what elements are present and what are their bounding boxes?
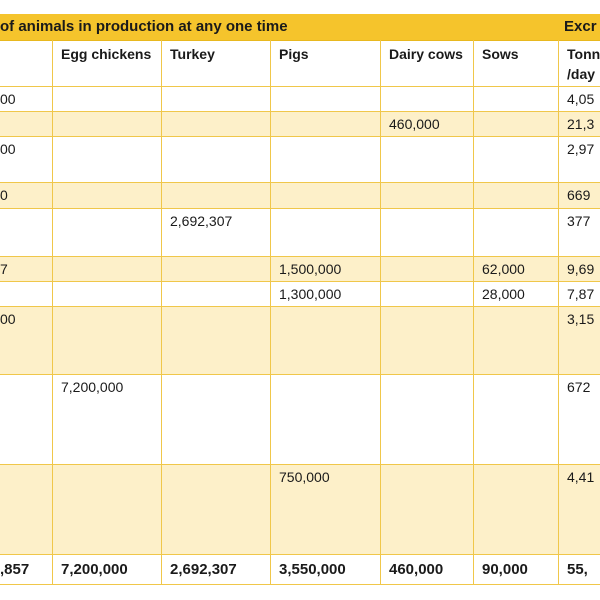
table-cell xyxy=(0,112,53,137)
table-row: 750,000 4,41 xyxy=(0,465,600,555)
table-row: 7 1,500,000 62,000 9,69 xyxy=(0,257,600,282)
table-cell: 4,41 xyxy=(559,465,600,555)
table-cell: 7,200,000 xyxy=(53,375,162,465)
table-cell: 672 xyxy=(559,375,600,465)
table-cell xyxy=(474,137,559,183)
table-cell: 62,000 xyxy=(474,257,559,282)
table-header-row: Egg chickens Turkey Pigs Dairy cows Sows… xyxy=(0,40,600,87)
table-cell xyxy=(381,257,474,282)
table-row: 00 3,15 xyxy=(0,307,600,375)
table-cell xyxy=(162,112,271,137)
total-cell-tonnes-per-day: 55, xyxy=(559,555,600,585)
table-cell xyxy=(162,183,271,209)
table-cell: 7 xyxy=(0,257,53,282)
table-row: 2,692,307 377 xyxy=(0,209,600,257)
table-cell: 28,000 xyxy=(474,282,559,307)
table-cell xyxy=(381,209,474,257)
column-header-turkey: Turkey xyxy=(162,40,271,87)
table-cell xyxy=(271,307,381,375)
table-cell xyxy=(162,257,271,282)
excretion-caption: Excr xyxy=(564,18,597,35)
table-cell xyxy=(271,183,381,209)
table-cell: 9,69 xyxy=(559,257,600,282)
table-cell xyxy=(381,465,474,555)
table-row: 00 4,05 xyxy=(0,87,600,112)
total-cell-pigs: 3,550,000 xyxy=(271,555,381,585)
table-cell: 460,000 xyxy=(381,112,474,137)
table-total-row: ,857 7,200,000 2,692,307 3,550,000 460,0… xyxy=(0,555,600,585)
table-cell xyxy=(271,112,381,137)
table-caption: of animals in production at any one time xyxy=(0,18,288,35)
table-cell xyxy=(53,183,162,209)
table-cell xyxy=(162,375,271,465)
total-cell-egg-chickens: 7,200,000 xyxy=(53,555,162,585)
table-cell xyxy=(53,307,162,375)
column-header-tonnes-per-day: Tonn /day xyxy=(559,40,600,87)
table-cell xyxy=(381,137,474,183)
table-cell: 2,97 xyxy=(559,137,600,183)
table-cell: 4,05 xyxy=(559,87,600,112)
total-cell-turkey: 2,692,307 xyxy=(162,555,271,585)
table-cell: 7,87 xyxy=(559,282,600,307)
table-cell xyxy=(381,87,474,112)
table-cell xyxy=(53,257,162,282)
table-cell: 00 xyxy=(0,137,53,183)
header-cell xyxy=(0,40,53,87)
table-cell xyxy=(0,465,53,555)
table-cell xyxy=(271,137,381,183)
table-cell xyxy=(162,307,271,375)
table-cell xyxy=(53,282,162,307)
table-cell xyxy=(0,282,53,307)
table-cell xyxy=(474,87,559,112)
table-row: 00 2,97 xyxy=(0,137,600,183)
table-cell: 00 xyxy=(0,307,53,375)
table-cell xyxy=(381,282,474,307)
table-cell xyxy=(474,375,559,465)
table-cell: 2,692,307 xyxy=(162,209,271,257)
table-cell xyxy=(0,209,53,257)
table-cell xyxy=(381,307,474,375)
column-header-pigs: Pigs xyxy=(271,40,381,87)
table-cell xyxy=(162,282,271,307)
column-header-sows: Sows xyxy=(474,40,559,87)
table-cell xyxy=(53,209,162,257)
table-cell xyxy=(162,137,271,183)
table-cell xyxy=(162,87,271,112)
table-cell: 3,15 xyxy=(559,307,600,375)
table-cell: 750,000 xyxy=(271,465,381,555)
table-cell xyxy=(0,375,53,465)
table-cell xyxy=(474,183,559,209)
table-caption-band: of animals in production at any one time… xyxy=(0,14,600,41)
table-cell: 00 xyxy=(0,87,53,112)
table-cell xyxy=(271,209,381,257)
table-cell xyxy=(271,87,381,112)
table-row: 460,000 21,3 xyxy=(0,112,600,137)
table-row: 1,300,000 28,000 7,87 xyxy=(0,282,600,307)
table-cell: 1,500,000 xyxy=(271,257,381,282)
table-cell xyxy=(474,307,559,375)
table-cell xyxy=(271,375,381,465)
table-cell xyxy=(381,375,474,465)
table-cell: 0 xyxy=(0,183,53,209)
total-cell-dairy-cows: 460,000 xyxy=(381,555,474,585)
table-cell xyxy=(474,112,559,137)
table-cell: 1,300,000 xyxy=(271,282,381,307)
table-cell xyxy=(381,183,474,209)
column-header-dairy-cows: Dairy cows xyxy=(381,40,474,87)
table-cell xyxy=(53,112,162,137)
table-cell: 21,3 xyxy=(559,112,600,137)
total-cell: ,857 xyxy=(0,555,53,585)
table-row: 0 669 xyxy=(0,183,600,209)
table-cell xyxy=(53,465,162,555)
table-cell: 377 xyxy=(559,209,600,257)
table-cell xyxy=(53,87,162,112)
table-cell xyxy=(53,137,162,183)
table-cell xyxy=(474,465,559,555)
table-cell xyxy=(162,465,271,555)
column-header-egg-chickens: Egg chickens xyxy=(53,40,162,87)
table-row: 7,200,000 672 xyxy=(0,375,600,465)
table-cell xyxy=(474,209,559,257)
table-cell: 669 xyxy=(559,183,600,209)
total-cell-sows: 90,000 xyxy=(474,555,559,585)
